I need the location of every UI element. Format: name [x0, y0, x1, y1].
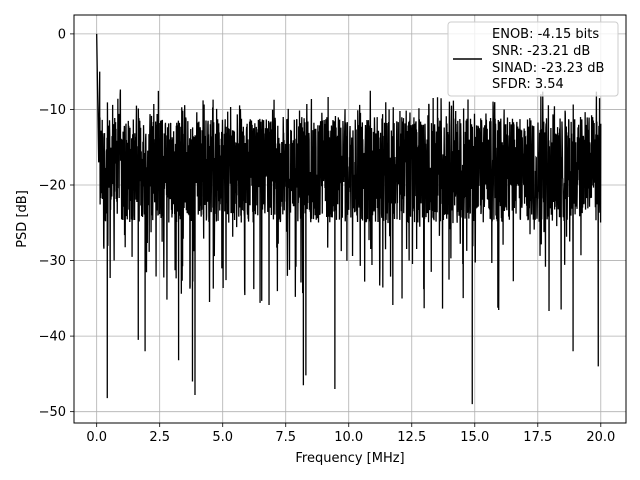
legend-entry-sinad: SINAD: -23.23 dB — [492, 61, 604, 76]
legend-entry-snr: SNR: -23.21 dB — [492, 44, 590, 59]
y-tick-label: 0 — [58, 27, 66, 42]
x-tick-label: 12.5 — [397, 430, 426, 445]
y-tick-label: −30 — [39, 254, 66, 269]
plot-frame — [73, 14, 627, 424]
y-axis-ticks: 0 −10 −20 −30 −40 −50 — [39, 27, 74, 420]
legend-box — [447, 21, 619, 97]
x-tick-label: 7.5 — [275, 430, 296, 445]
legend: ENOB: -4.15 bits SNR: -23.21 dB SINAD: -… — [447, 21, 619, 97]
legend-entry-sfdr: SFDR: 3.54 — [492, 77, 564, 92]
y-tick-label: −20 — [39, 179, 66, 194]
psd-series-line — [96, 33, 602, 405]
x-tick-label: 20.0 — [586, 430, 615, 445]
legend-entry-enob: ENOB: -4.15 bits — [492, 27, 599, 42]
x-axis-ticks: 0.0 2.5 5.0 7.5 10.0 12.5 15.0 17.5 20.0 — [86, 423, 615, 445]
x-tick-label: 10.0 — [334, 430, 363, 445]
y-tick-label: −50 — [39, 405, 66, 420]
x-tick-label: 5.0 — [212, 430, 233, 445]
y-tick-label: −10 — [39, 103, 66, 118]
y-tick-label: −40 — [39, 330, 66, 345]
y-axis-label: PSD [dB] — [15, 190, 30, 248]
x-tick-label: 17.5 — [523, 430, 552, 445]
x-tick-label: 15.0 — [460, 430, 489, 445]
x-tick-label: 0.0 — [86, 430, 107, 445]
x-axis-label: Frequency [MHz] — [295, 451, 404, 466]
x-tick-label: 2.5 — [149, 430, 170, 445]
